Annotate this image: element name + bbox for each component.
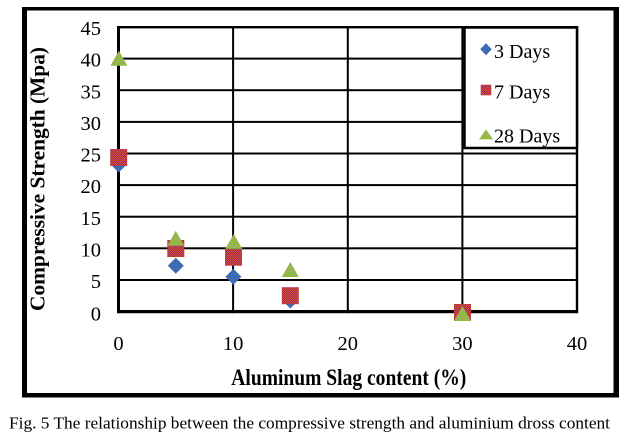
svg-text:40: 40 [567,333,588,355]
svg-text:10: 10 [223,333,244,355]
svg-text:Fig. 5 The relationship betwee: Fig. 5 The relationship between the comp… [9,414,610,433]
svg-text:20: 20 [81,176,102,198]
svg-text:Compressive Strength (Mpa): Compressive Strength (Mpa) [26,47,50,311]
svg-text:40: 40 [81,50,102,72]
svg-text:3 Days: 3 Days [494,41,550,63]
svg-text:30: 30 [81,113,102,135]
svg-text:25: 25 [81,145,102,167]
svg-text:28 Days: 28 Days [494,126,560,148]
svg-text:45: 45 [81,18,102,40]
svg-text:30: 30 [452,333,473,355]
svg-text:10: 10 [81,239,102,261]
svg-text:7 Days: 7 Days [494,82,550,104]
svg-text:5: 5 [91,271,101,293]
svg-text:15: 15 [81,208,102,230]
svg-text:0: 0 [91,304,101,326]
svg-text:Aluminum Slag content (%): Aluminum Slag content (%) [231,365,466,391]
svg-text:20: 20 [338,333,359,355]
svg-text:35: 35 [81,81,102,103]
svg-text:0: 0 [113,333,123,355]
